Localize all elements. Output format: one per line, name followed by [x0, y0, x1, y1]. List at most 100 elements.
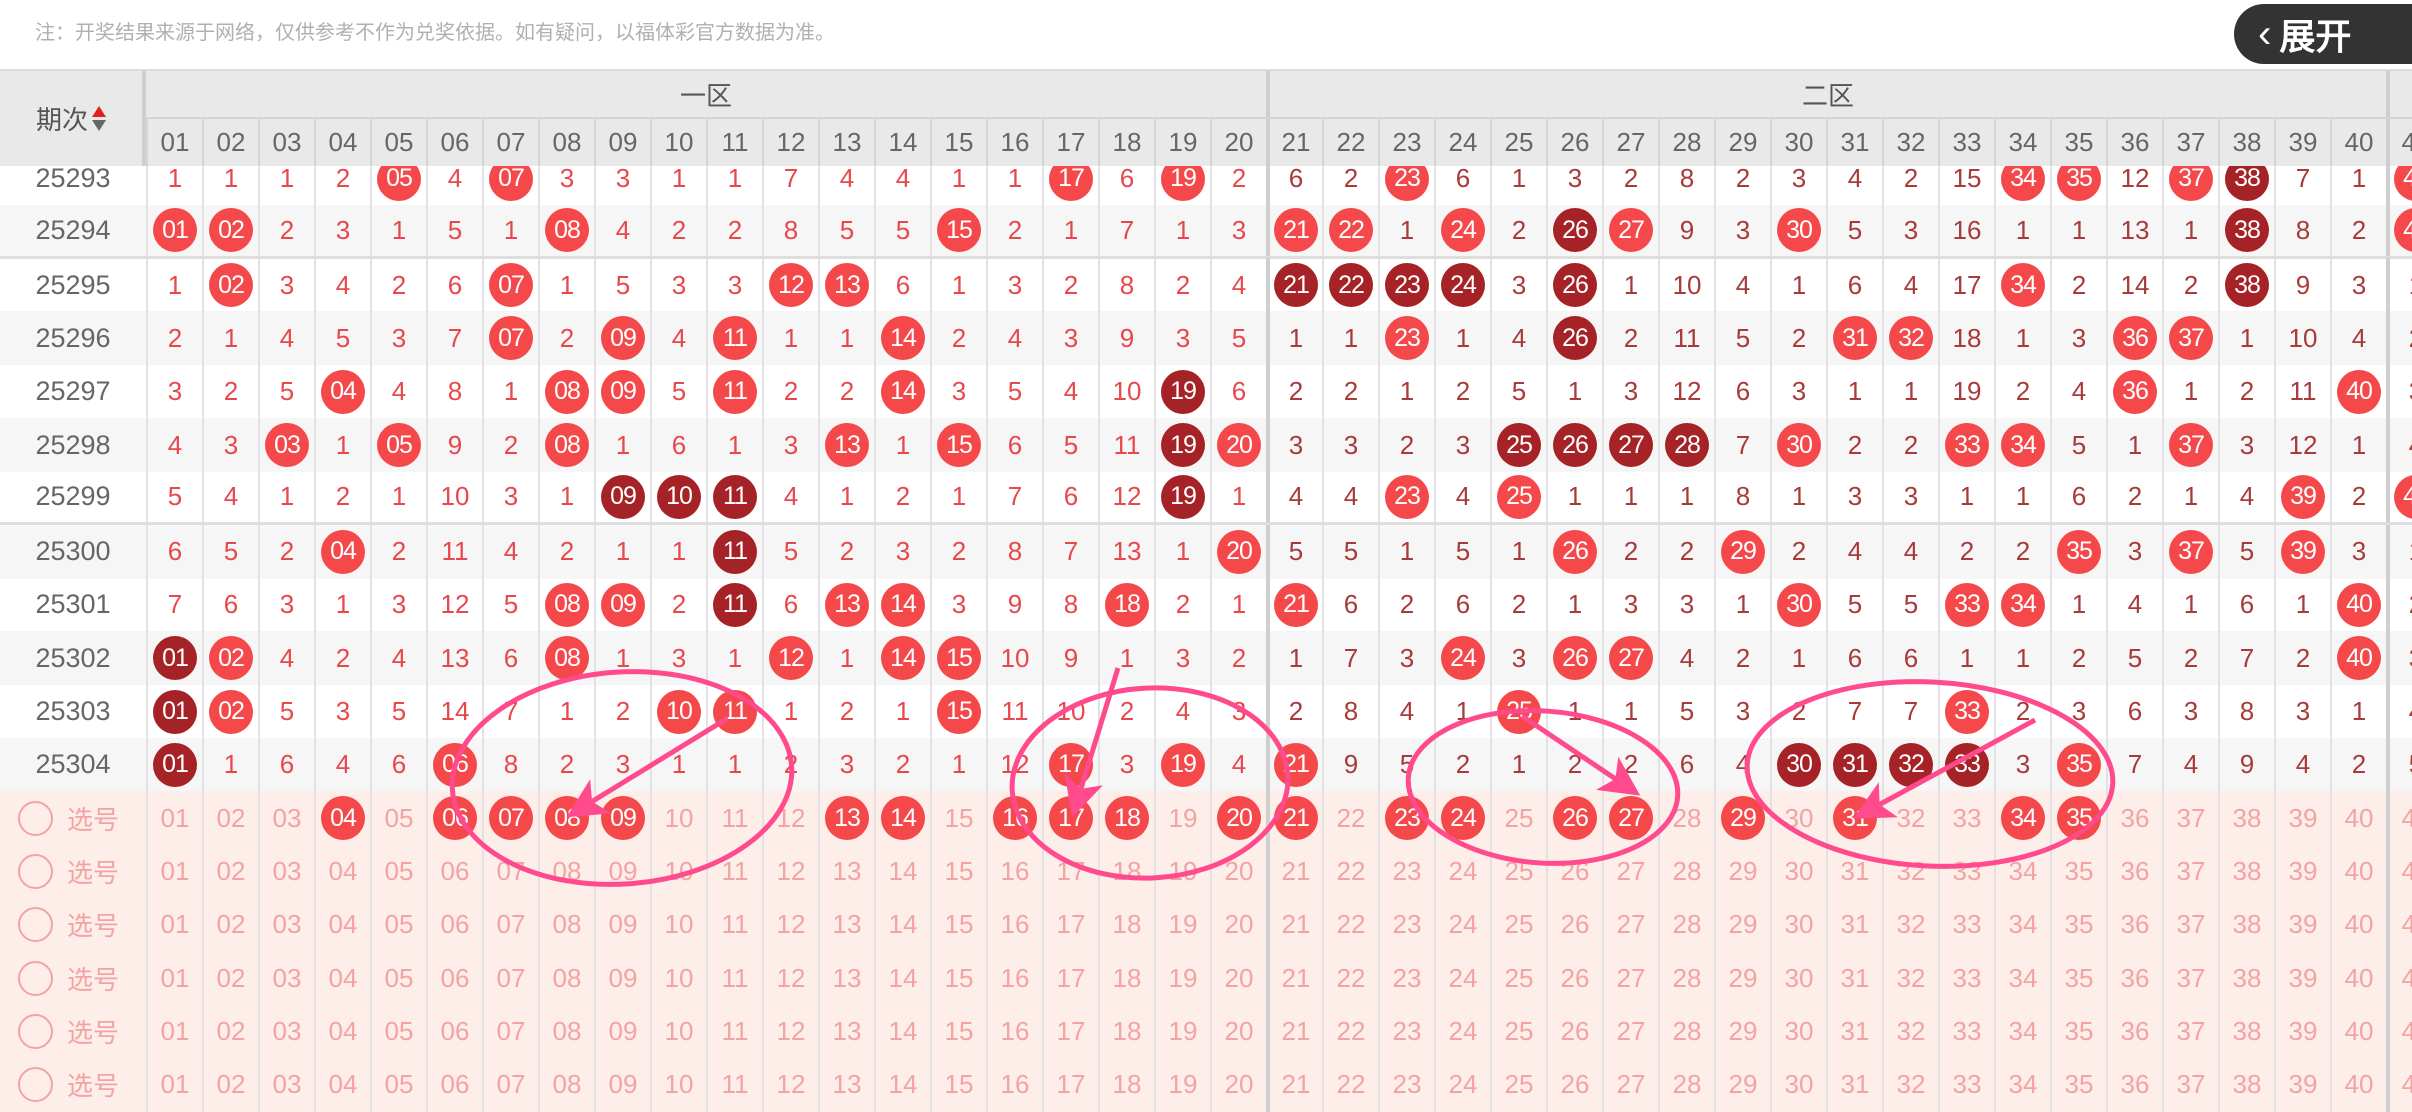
picked-ball[interactable]: 27 [1609, 796, 1653, 841]
pick-number-10[interactable]: 10 [650, 951, 706, 1005]
pick-number-17[interactable]: 17 [1042, 844, 1098, 899]
pick-number-07[interactable]: 07 [482, 951, 538, 1005]
radio-circle-icon[interactable] [18, 1013, 53, 1049]
pick-number-33[interactable]: 33 [1938, 844, 1994, 899]
pick-number-26[interactable]: 26 [1546, 897, 1602, 952]
pick-number-04[interactable]: 04 [314, 951, 370, 1005]
picker-row-toggle[interactable]: 选号 [0, 951, 146, 1005]
pick-number-26[interactable]: 26 [1546, 951, 1602, 1005]
pick-number-31[interactable]: 31 [1826, 844, 1882, 899]
pick-number-04[interactable]: 04 [314, 897, 370, 952]
pick-number-09[interactable]: 09 [594, 897, 650, 952]
picked-ball[interactable]: 26 [1553, 796, 1597, 841]
pick-number-05[interactable]: 05 [370, 1004, 426, 1059]
pick-number-21[interactable]: 21 [1266, 791, 1322, 846]
sort-arrows-icon[interactable] [92, 106, 106, 131]
pick-number-28[interactable]: 28 [1658, 1057, 1714, 1112]
pick-number-03[interactable]: 03 [258, 951, 314, 1005]
pick-number-36[interactable]: 36 [2106, 897, 2162, 952]
pick-number-37[interactable]: 37 [2162, 844, 2218, 899]
pick-number-14[interactable]: 14 [874, 1004, 930, 1059]
picked-ball[interactable]: 24 [1441, 796, 1485, 841]
pick-number-35[interactable]: 35 [2050, 1057, 2106, 1112]
pick-number-40[interactable]: 40 [2330, 791, 2386, 846]
pick-number-18[interactable]: 18 [1098, 791, 1154, 846]
pick-number-06[interactable]: 06 [426, 791, 482, 846]
pick-number-37[interactable]: 37 [2162, 1004, 2218, 1059]
radio-circle-icon[interactable] [18, 907, 53, 943]
pick-number-06[interactable]: 06 [426, 1004, 482, 1059]
pick-number-25[interactable]: 25 [1490, 1004, 1546, 1059]
pick-number-25[interactable]: 25 [1490, 844, 1546, 899]
pick-number-14[interactable]: 14 [874, 844, 930, 899]
pick-number-35[interactable]: 35 [2050, 951, 2106, 1005]
pick-number-27[interactable]: 27 [1602, 897, 1658, 952]
pick-number-12[interactable]: 12 [762, 951, 818, 1005]
pick-number-16[interactable]: 16 [986, 791, 1042, 846]
pick-number-02[interactable]: 02 [202, 897, 258, 952]
picked-ball[interactable]: 14 [881, 796, 925, 841]
pick-number-23[interactable]: 23 [1378, 1057, 1434, 1112]
pick-number-15[interactable]: 15 [930, 951, 986, 1005]
pick-number-09[interactable]: 09 [594, 844, 650, 899]
pick-number-39[interactable]: 39 [2274, 791, 2330, 846]
pick-number-40[interactable]: 40 [2330, 951, 2386, 1005]
radio-circle-icon[interactable] [18, 1067, 53, 1103]
pick-number-34[interactable]: 34 [1994, 951, 2050, 1005]
pick-number-36[interactable]: 36 [2106, 844, 2162, 899]
pick-number-15[interactable]: 15 [930, 1004, 986, 1059]
pick-number-39[interactable]: 39 [2274, 1004, 2330, 1059]
pick-number-21[interactable]: 21 [1266, 951, 1322, 1005]
pick-number-22[interactable]: 22 [1322, 1004, 1378, 1059]
pick-number-02[interactable]: 02 [202, 844, 258, 899]
pick-number-05[interactable]: 05 [370, 844, 426, 899]
pick-number-37[interactable]: 37 [2162, 1057, 2218, 1112]
pick-number-27[interactable]: 27 [1602, 1004, 1658, 1059]
pick-number-03[interactable]: 03 [258, 791, 314, 846]
pick-number-12[interactable]: 12 [762, 897, 818, 952]
pick-number-31[interactable]: 31 [1826, 951, 1882, 1005]
pick-number-01[interactable]: 01 [146, 1057, 202, 1112]
pick-number-07[interactable]: 07 [482, 897, 538, 952]
picker-row-toggle[interactable]: 选号 [0, 1004, 146, 1058]
pick-number-23[interactable]: 23 [1378, 791, 1434, 846]
pick-number-39[interactable]: 39 [2274, 897, 2330, 952]
pick-number-04[interactable]: 04 [314, 844, 370, 899]
pick-number-39[interactable]: 39 [2274, 844, 2330, 899]
pick-number-08[interactable]: 08 [538, 1004, 594, 1059]
pick-number-12[interactable]: 12 [762, 1004, 818, 1059]
pick-number-35[interactable]: 35 [2050, 844, 2106, 899]
pick-number-31[interactable]: 31 [1826, 1004, 1882, 1059]
pick-number-34[interactable]: 34 [1994, 1004, 2050, 1059]
pick-number-19[interactable]: 19 [1154, 791, 1210, 846]
pick-number-18[interactable]: 18 [1098, 844, 1154, 899]
pick-number-38[interactable]: 38 [2218, 791, 2274, 846]
pick-number-36[interactable]: 36 [2106, 951, 2162, 1005]
pick-number-11[interactable]: 11 [706, 897, 762, 952]
pick-number-02[interactable]: 02 [202, 951, 258, 1005]
pick-number-32[interactable]: 32 [1882, 1057, 1938, 1112]
pick-number-07[interactable]: 07 [482, 1004, 538, 1059]
pick-number-20[interactable]: 20 [1210, 844, 1266, 899]
pick-number-22[interactable]: 22 [1322, 951, 1378, 1005]
pick-number-20[interactable]: 20 [1210, 791, 1266, 846]
pick-number-06[interactable]: 06 [426, 1057, 482, 1112]
pick-number-15[interactable]: 15 [930, 791, 986, 846]
pick-number-05[interactable]: 05 [370, 951, 426, 1005]
pick-number-08[interactable]: 08 [538, 1057, 594, 1112]
pick-number-16[interactable]: 16 [986, 897, 1042, 952]
pick-number-16[interactable]: 16 [986, 1057, 1042, 1112]
pick-number-13[interactable]: 13 [818, 844, 874, 899]
pick-number-19[interactable]: 19 [1154, 897, 1210, 952]
pick-number-03[interactable]: 03 [258, 1004, 314, 1059]
pick-number-24[interactable]: 24 [1434, 844, 1490, 899]
pick-number-26[interactable]: 26 [1546, 1004, 1602, 1059]
picked-ball[interactable]: 07 [489, 796, 533, 841]
pick-number-38[interactable]: 38 [2218, 951, 2274, 1005]
pick-number-18[interactable]: 18 [1098, 1057, 1154, 1112]
pick-number-40[interactable]: 40 [2330, 897, 2386, 952]
pick-number-19[interactable]: 19 [1154, 1057, 1210, 1112]
picked-ball[interactable]: 09 [601, 796, 645, 841]
pick-number-01[interactable]: 01 [146, 951, 202, 1005]
pick-number-11[interactable]: 11 [706, 1004, 762, 1059]
